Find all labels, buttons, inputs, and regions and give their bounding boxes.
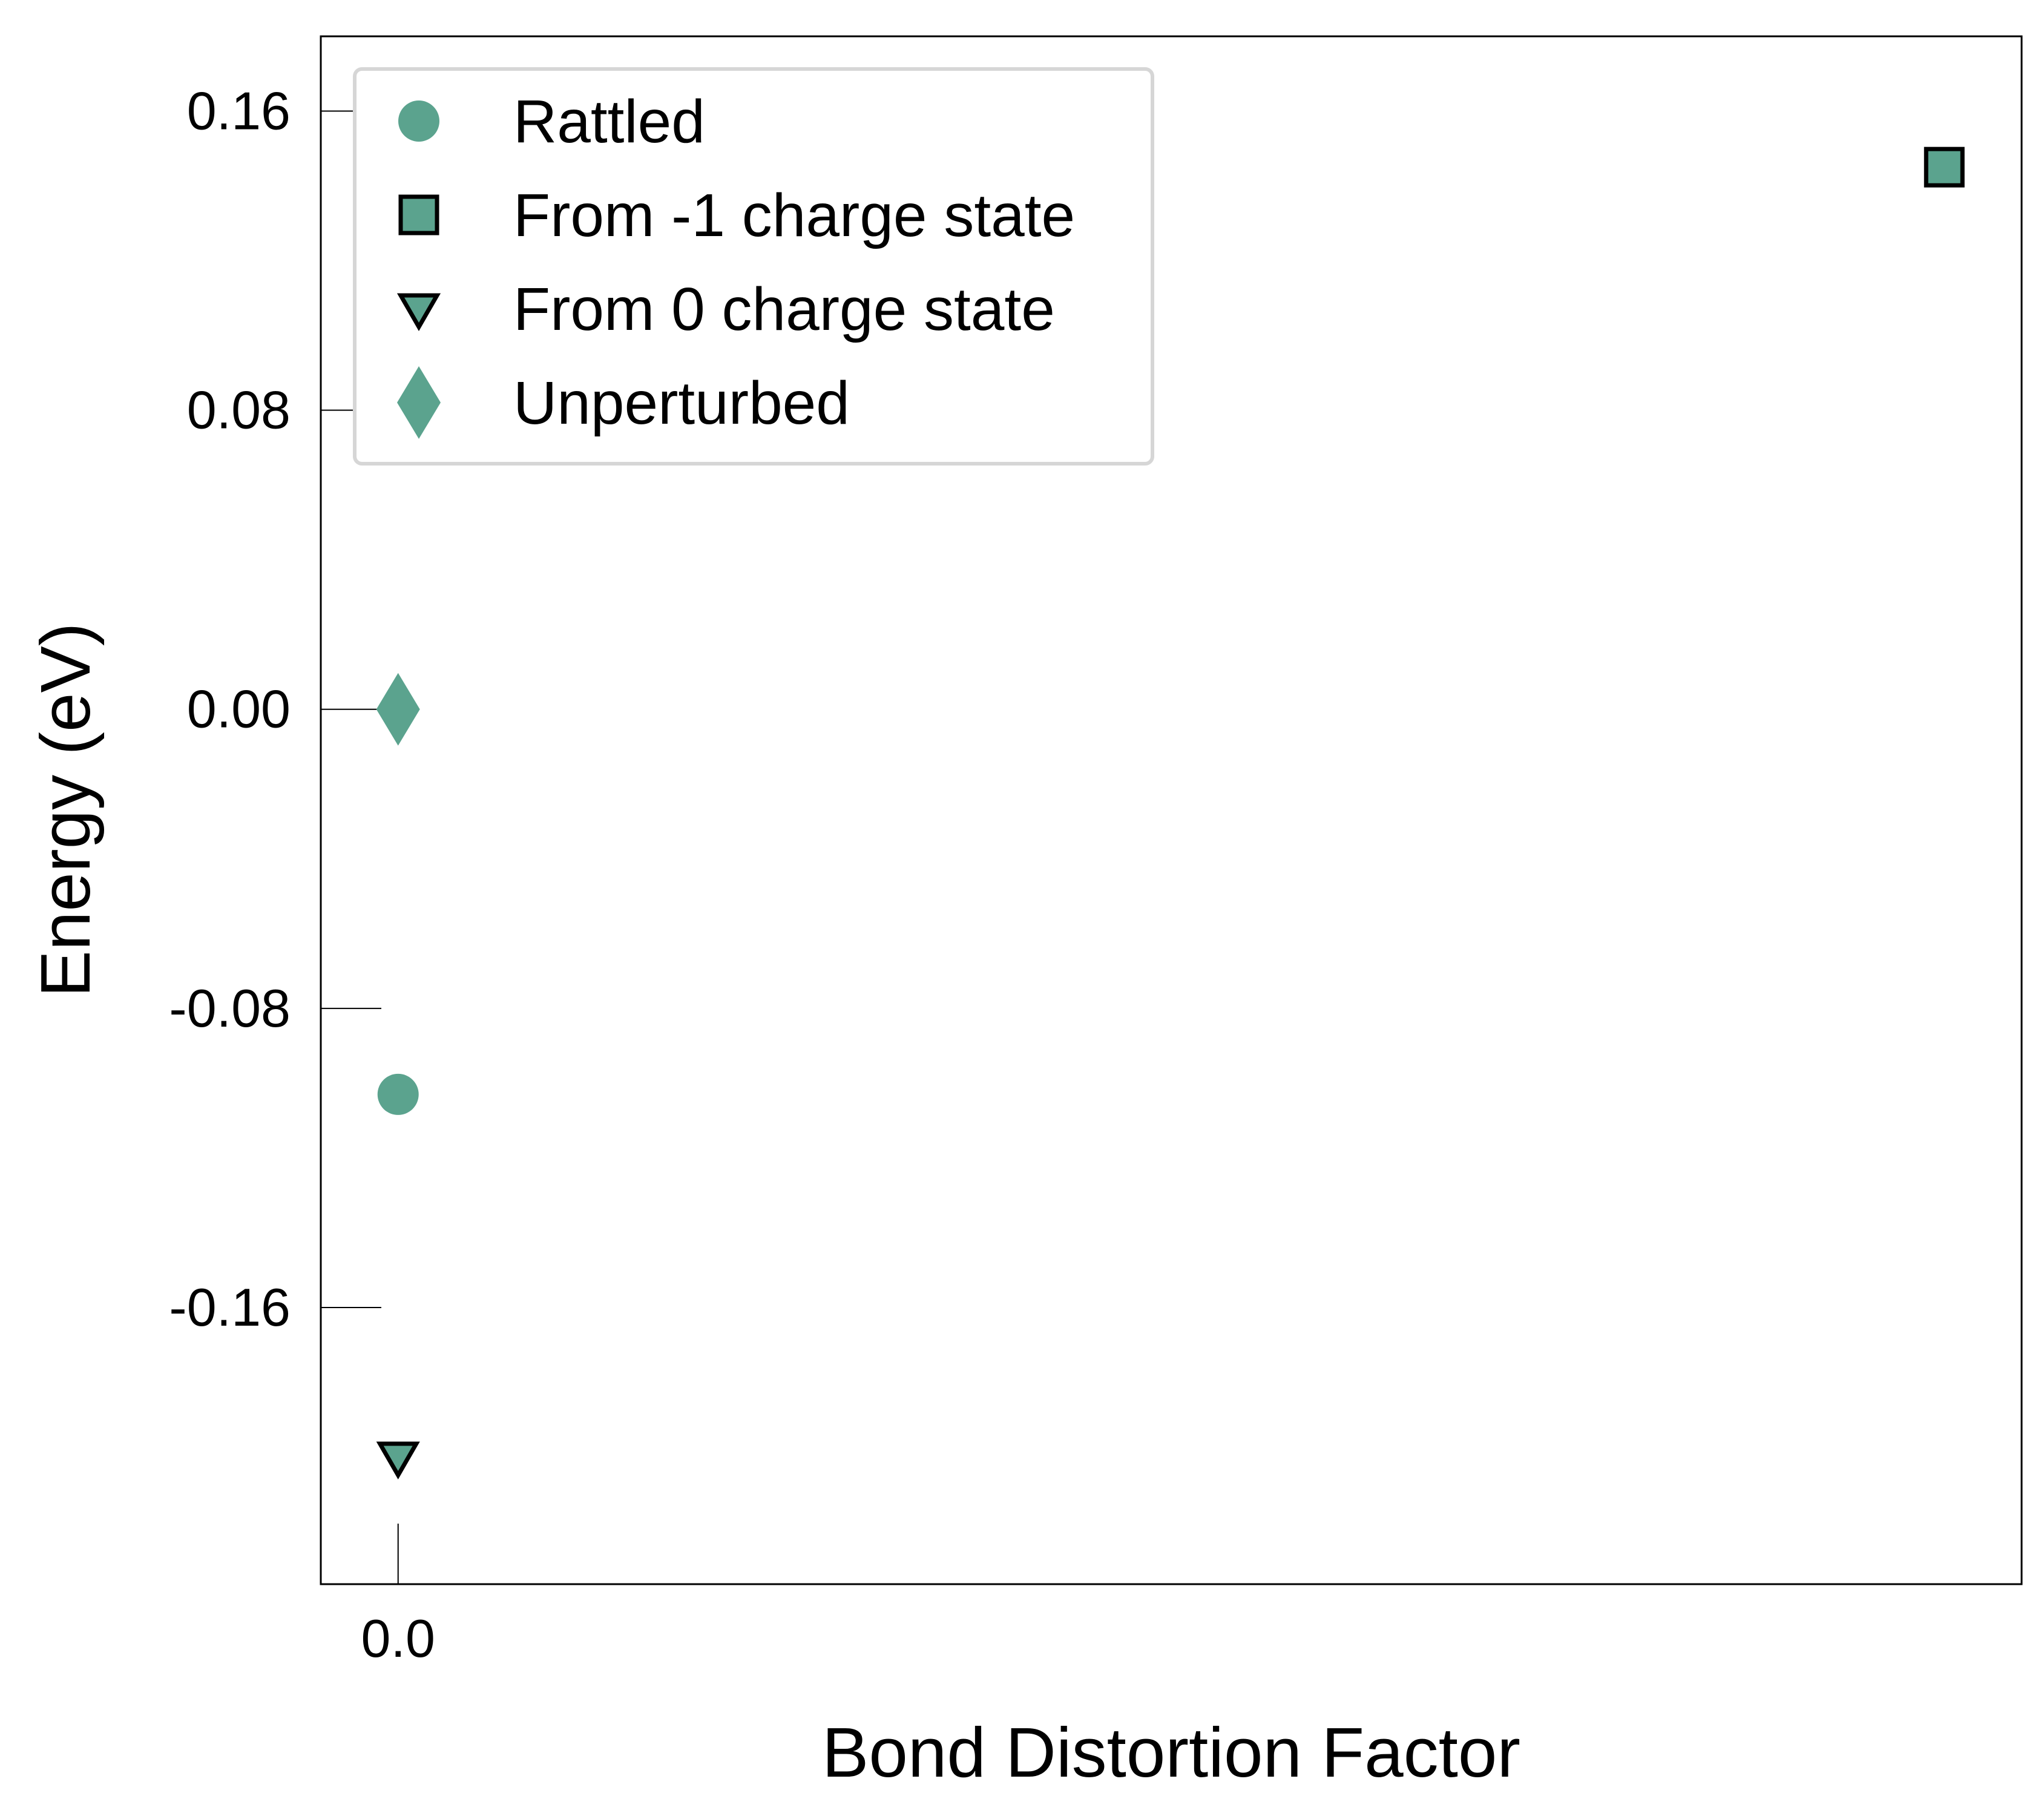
- legend-label: Unperturbed: [513, 369, 850, 437]
- points-layer: [376, 146, 1965, 1480]
- y-tick-label: 0.00: [187, 679, 291, 739]
- legend-marker-diamond: [397, 366, 441, 439]
- data-point-triangle-down: [376, 1441, 420, 1480]
- legend-label: From 0 charge state: [513, 275, 1055, 343]
- y-tick-label: -0.08: [169, 978, 291, 1038]
- legend-marker-circle: [398, 100, 439, 142]
- legend: Rattled From -1 charge state From 0 charge…: [353, 67, 1154, 466]
- data-point-diamond: [376, 673, 420, 746]
- legend-entries: Rattled From -1 charge state From 0 charge…: [396, 88, 1075, 439]
- legend-marker-square: [398, 194, 439, 235]
- legend-label: From -1 charge state: [513, 182, 1075, 249]
- y-tick-label: 0.08: [187, 380, 291, 440]
- x-axis-label: Bond Distortion Factor: [822, 1713, 1520, 1792]
- legend-marker-triangle-down: [396, 293, 441, 332]
- y-tick-label: -0.16: [169, 1277, 291, 1337]
- legend-box: [353, 67, 1154, 466]
- y-tick-label: 0.16: [187, 81, 291, 141]
- plot-frame: [320, 35, 2023, 1585]
- y-axis-label: Energy (eV): [26, 623, 105, 998]
- data-point-circle: [377, 1073, 419, 1115]
- data-point-square: [1924, 146, 1965, 188]
- x-tick-label: 0.0: [361, 1608, 435, 1668]
- legend-label: Rattled: [513, 88, 705, 156]
- ticks-layer: 0.16 0.08 0.00 -0.08 -0.16 0.0: [169, 81, 435, 1668]
